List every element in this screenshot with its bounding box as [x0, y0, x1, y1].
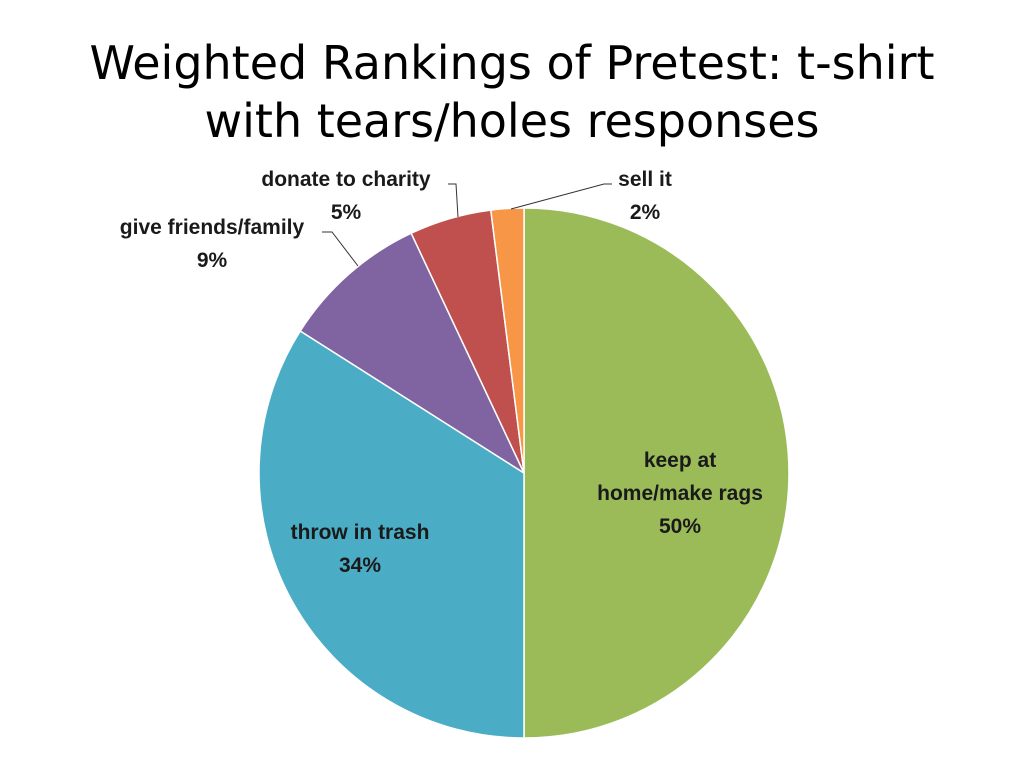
chart-title: Weighted Rankings of Pretest: t-shirt wi… — [40, 34, 984, 150]
leader-line — [322, 231, 359, 267]
data-label-category: sell it — [618, 168, 672, 191]
data-label-percent: 9% — [197, 249, 228, 272]
pie-slices — [258, 207, 790, 739]
data-label-category: give friends/family — [120, 216, 305, 239]
pie-slice-keep-at-home-make-rags — [523, 207, 790, 739]
pie-slice-sell-it — [490, 207, 525, 474]
chart-title-line-2: with tears/holes responses — [204, 94, 820, 148]
data-label-percent: 50% — [659, 515, 701, 538]
pie-slice-give-friends-family — [299, 232, 525, 474]
data-label-category: home/make rags — [597, 482, 763, 505]
data-label-percent: 5% — [331, 201, 362, 224]
chart-title-line-1: Weighted Rankings of Pretest: t-shirt — [89, 36, 935, 90]
data-label-category: keep at — [644, 449, 716, 472]
data-label-percent: 2% — [630, 201, 661, 224]
data-label-category: donate to charity — [261, 168, 431, 191]
pie-labels: keep at home/make rags 50% throw in trash 34… — [120, 168, 763, 577]
pie-slice-throw-in-trash — [258, 330, 525, 739]
data-label-percent: 34% — [339, 554, 381, 577]
leader-line — [448, 183, 459, 218]
leader-line — [510, 183, 612, 210]
data-label-category: throw in trash — [291, 521, 430, 544]
